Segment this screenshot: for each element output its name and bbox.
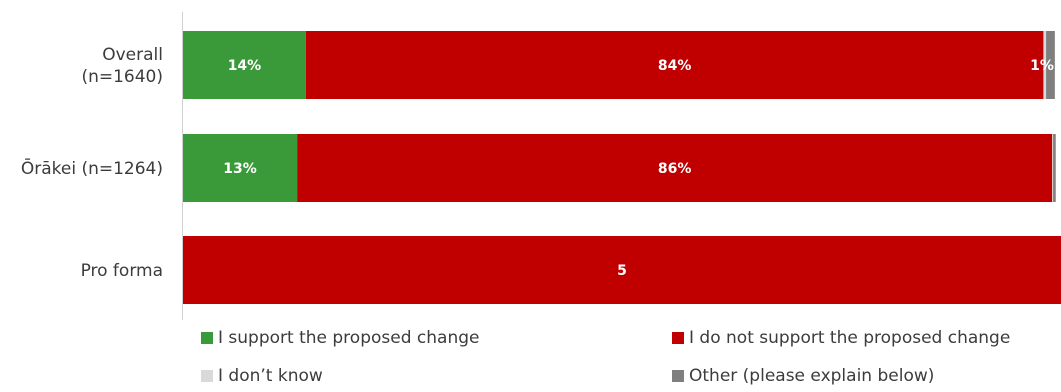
bar-segment <box>1052 134 1054 202</box>
category-label: Pro forma <box>81 261 163 281</box>
legend-swatch <box>672 332 684 344</box>
data-label: 84% <box>658 58 692 74</box>
category-label: (n=1640) <box>81 67 163 87</box>
bar-segment <box>183 31 306 99</box>
category-label: Overall <box>102 45 163 65</box>
bar-segment <box>1043 31 1047 99</box>
bar-segment <box>297 134 1053 202</box>
data-label: 14% <box>228 58 262 74</box>
legend-label: I don’t know <box>218 366 323 386</box>
legend-label: Other (please explain below) <box>689 366 934 386</box>
legend-swatch <box>201 332 213 344</box>
legend-label: I do not support the proposed change <box>689 328 1010 348</box>
bar-segment <box>183 134 298 202</box>
legend-label: I support the proposed change <box>218 328 479 348</box>
category-label: Ōrākei (n=1264) <box>21 157 163 179</box>
legend-swatch <box>672 370 684 382</box>
data-label: 13% <box>223 161 257 177</box>
data-label: 86% <box>658 161 692 177</box>
data-label: 5 <box>617 263 627 279</box>
bar-segment <box>183 236 1061 304</box>
bar-segment <box>1053 134 1056 202</box>
bar-segment <box>1046 31 1055 99</box>
data-label: 1% <box>1030 58 1054 74</box>
bar-segment <box>305 31 1044 99</box>
legend-swatch <box>201 370 213 382</box>
